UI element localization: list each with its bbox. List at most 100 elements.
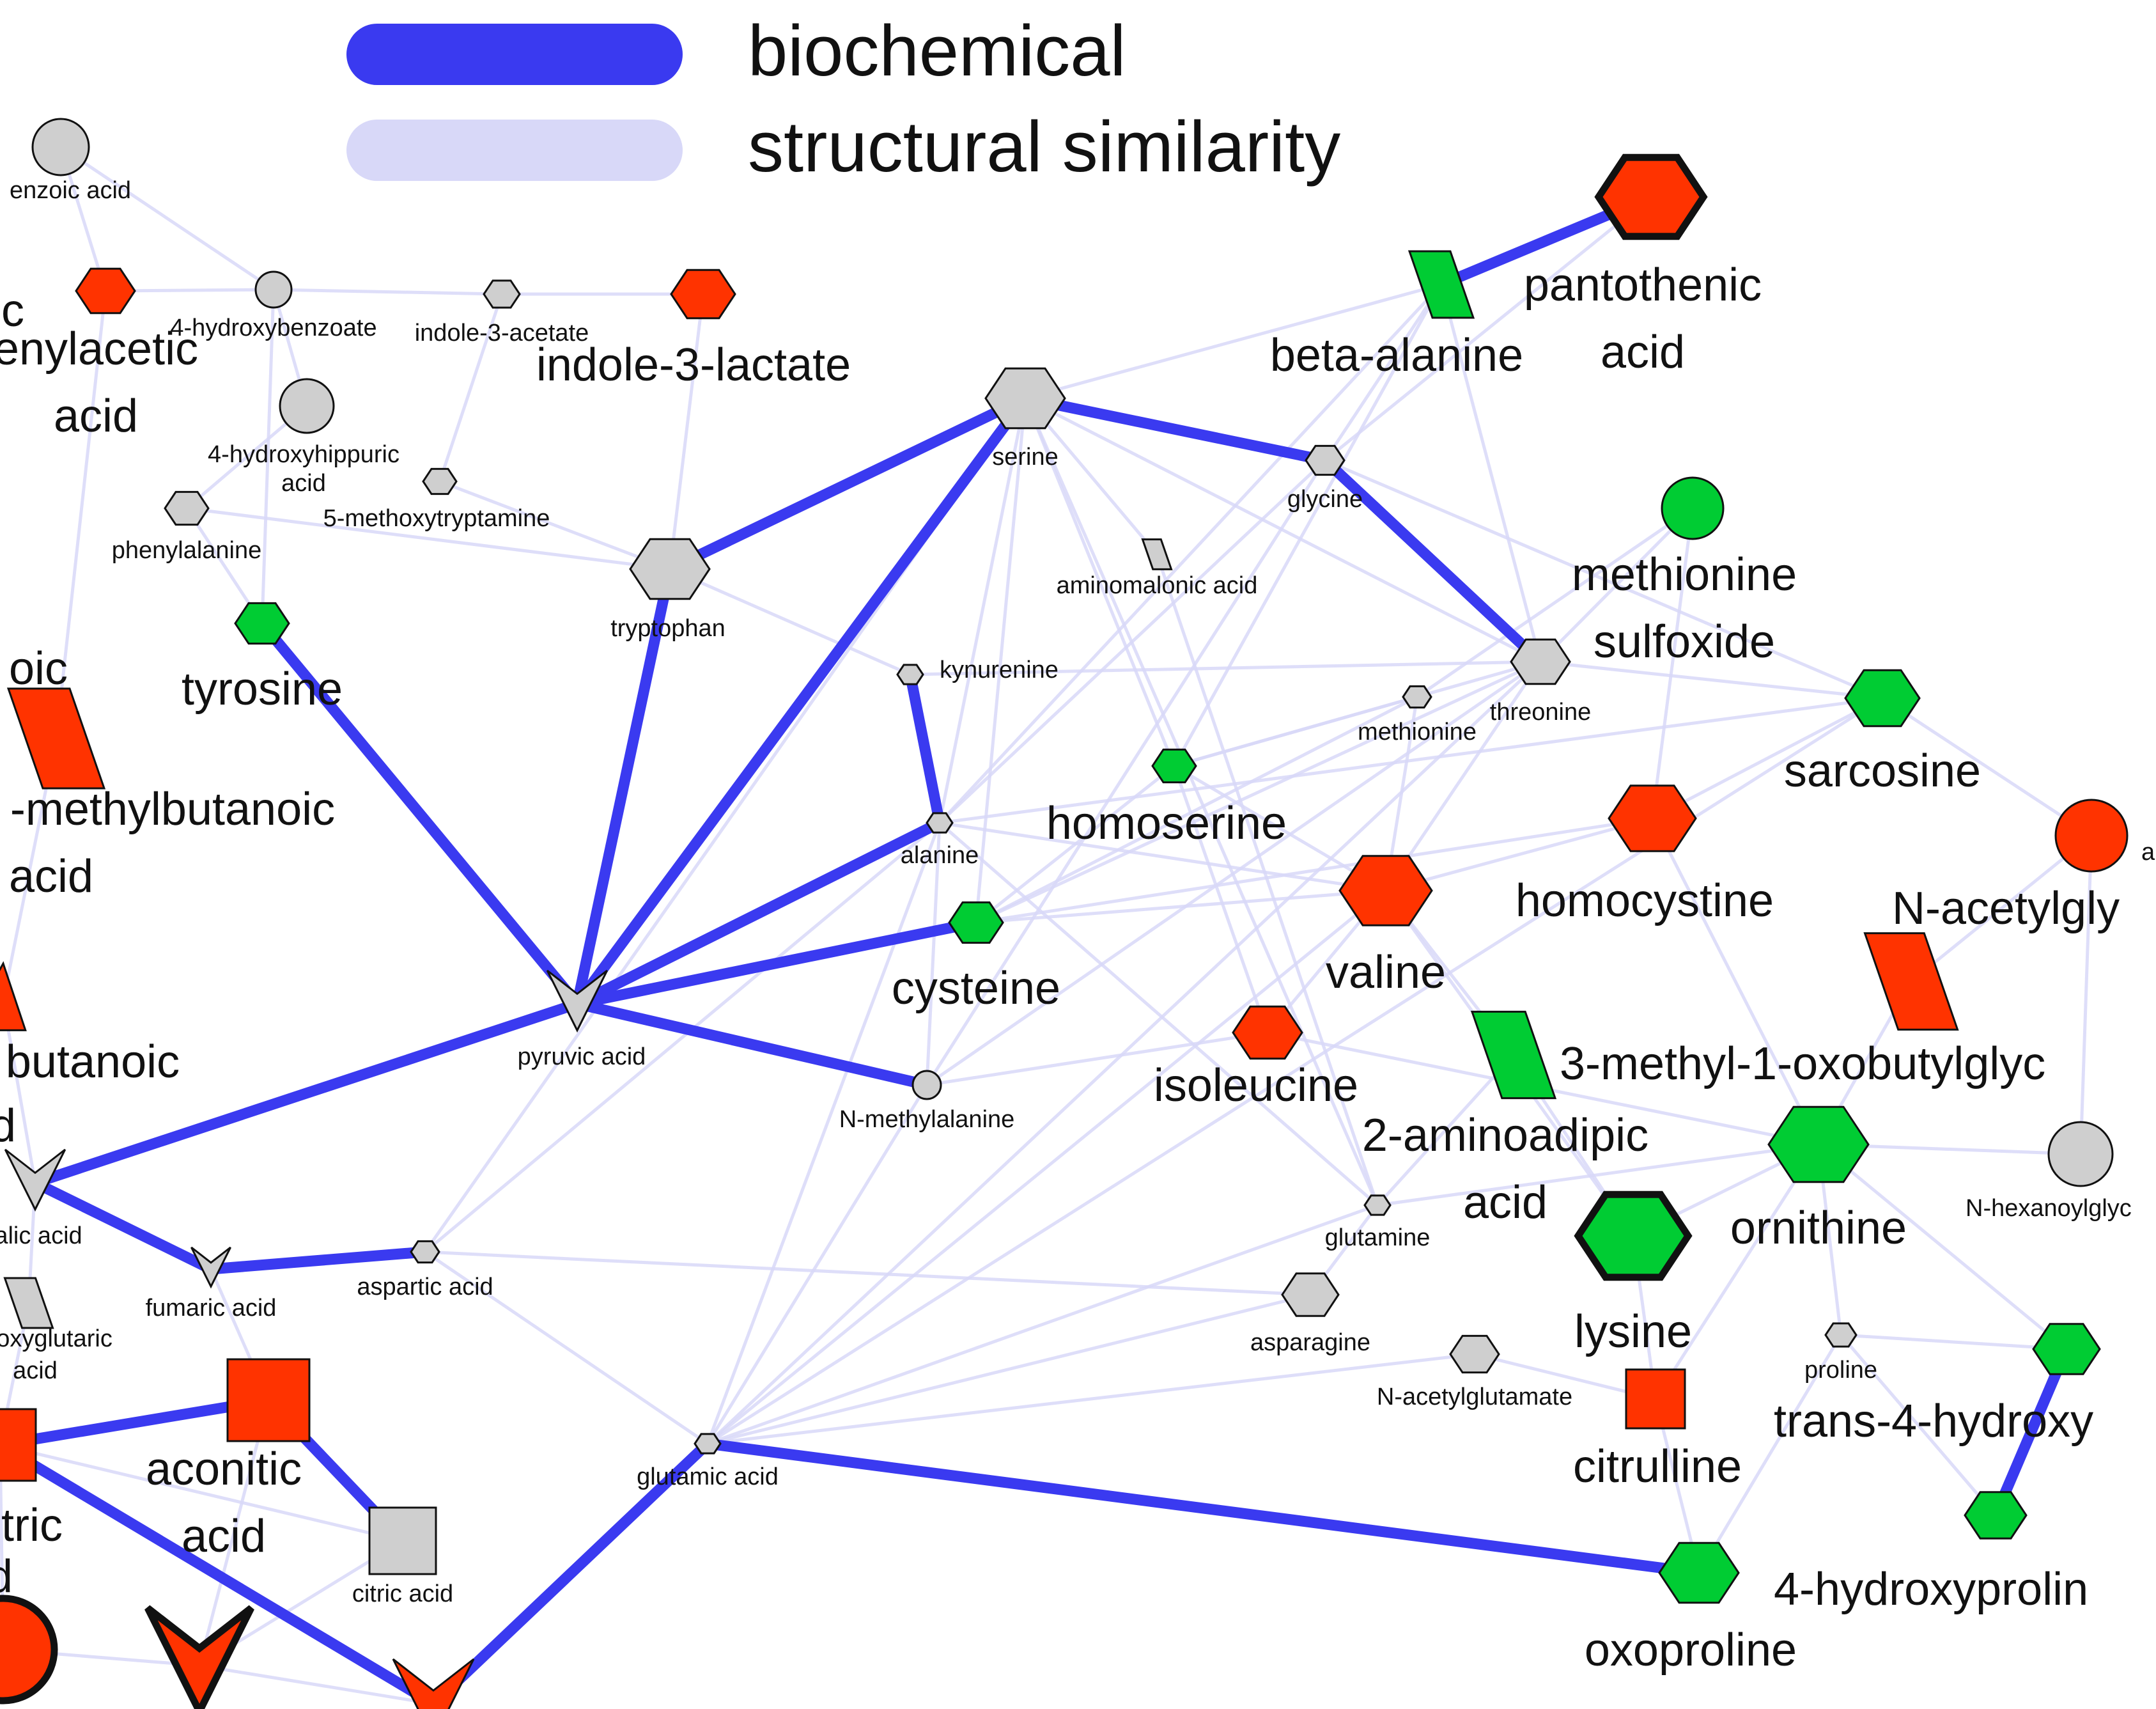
node-n-acetylglutamate [1449, 1334, 1500, 1374]
node-methionine-sulfoxide [1661, 476, 1725, 540]
label-trans-hydroxyproline: trans-4-hydroxy [1774, 1396, 2093, 1447]
structural-edge [1650, 817, 1820, 1146]
node-hydroxyproline [1964, 1491, 2028, 1540]
node-bottom-vee-1 [144, 1605, 254, 1709]
label-n-acetylglycine: N-acetylgly [1892, 883, 2120, 934]
label-aconitic-acid: acid [182, 1511, 266, 1562]
label-lysine: lysine [1574, 1306, 1692, 1357]
label-fumaric-acid: fumaric acid [146, 1295, 277, 1322]
biochemical-edge [1020, 393, 1331, 466]
label-phenylacetic-acid: enylacetic [0, 324, 198, 375]
structural-edge [438, 293, 504, 482]
biochemical-edge [664, 393, 1031, 575]
structural-edge [59, 145, 275, 292]
structural-edge [1651, 696, 1884, 820]
node-n-hexanoylglycine [2047, 1121, 2114, 1187]
structural-edge [939, 696, 1883, 825]
structural-edge [1155, 554, 1379, 1206]
node-kynurenine [896, 664, 924, 685]
label-tyrosine: tyrosine [182, 664, 343, 715]
legend-biochemical-label: biochemical [748, 11, 1126, 91]
label-methionine-sulfoxide: sulfoxide [1594, 616, 1775, 667]
label-methoxytryptamine: 5-methoxytryptamine [323, 505, 550, 532]
node-threonine [1510, 638, 1571, 685]
structural-edge [706, 822, 942, 1444]
structural-edge [54, 290, 107, 739]
label-methylbutanoic-acid: -methylbutanoic [10, 784, 335, 835]
label-hydroxyhippuric: acid [281, 470, 326, 497]
node-aminoadipic-acid [1470, 1010, 1557, 1100]
node-beta-alanine [1408, 250, 1475, 319]
structural-edge [1024, 396, 1542, 664]
structural-edge [1540, 660, 1883, 700]
label-n-acetylglutamate: N-acetylglutamate [1377, 1384, 1572, 1410]
structural-edge [706, 660, 1542, 1445]
biochemical-edge [256, 618, 583, 1010]
label-ornithine: ornithine [1730, 1203, 1907, 1254]
structural-edge [706, 1084, 929, 1445]
label-indole-acetate: indole-3-acetate [415, 320, 589, 347]
label-serine: serine [992, 444, 1059, 471]
structural-edge [668, 293, 705, 570]
node-pyruvic-acid [546, 969, 609, 1033]
label-hydroxyhippuric: 4-hydroxyhippuric [208, 441, 399, 468]
label-isocitric-acid: tric [1, 1500, 63, 1551]
label-beta-alanine: beta-alanine [1270, 330, 1523, 381]
structural-edge [975, 816, 1653, 925]
node-bottom-vee-2 [392, 1658, 475, 1709]
label-isoleucine: isoleucine [1154, 1060, 1358, 1111]
structural-edge [938, 398, 1027, 823]
node-trans-hydroxyproline [2032, 1323, 2101, 1375]
structural-edge [1881, 696, 2093, 838]
structural-edge [1910, 834, 2093, 983]
legend-structural-label: structural similarity [748, 107, 1340, 187]
structural-edge [1840, 1334, 1997, 1517]
label-citric-acid: citric acid [352, 1580, 453, 1607]
node-homocystine [1608, 784, 1697, 852]
node-pantothenic-acid [1594, 153, 1708, 240]
biochemical-edge [0, 1394, 274, 1451]
node-tryptophan [629, 538, 711, 600]
label-n-hexanoylglycine: N-hexanoylglyc [1966, 1195, 2132, 1222]
structural-edge [1385, 816, 1653, 893]
structural-edge [910, 660, 1541, 676]
structural-edge [273, 288, 502, 296]
node-oxobutylglycine [1863, 932, 1959, 1031]
node-oxoproline [1658, 1541, 1740, 1604]
label-aminoadipic-acid: 2-aminoadipic [1362, 1110, 1648, 1161]
structural-edge [926, 1031, 1268, 1087]
node-oxoglutaric-acid [3, 1277, 54, 1329]
label-methylbutanoic-acid: acid [9, 851, 93, 902]
structural-edge [1025, 283, 1442, 400]
structural-edge [1023, 398, 1176, 767]
structural-edge [1023, 397, 1379, 1206]
label-proline: proline [1804, 1357, 1877, 1384]
node-aconitic-acid [226, 1358, 311, 1442]
label-phenylacetic-acid: acid [54, 391, 138, 442]
biochemical-edge [29, 998, 583, 1189]
node-citric-acid [368, 1506, 437, 1575]
structural-edge [199, 1664, 434, 1706]
node-citrulline [1625, 1368, 1686, 1430]
node-methionine [1402, 685, 1432, 709]
structural-edge [707, 1293, 1311, 1446]
label-malic-acid: alic acid [0, 1222, 82, 1249]
label-methylbutanoic-acid: oic [9, 643, 68, 694]
label-valine: valine [1326, 947, 1446, 998]
label-pantothenic-acid: acid [1601, 327, 1685, 378]
node-lysine [1574, 1190, 1693, 1281]
biochemical-edge [571, 917, 982, 1010]
label-cysteine: cysteine [892, 963, 1060, 1014]
label-homocystine: homocystine [1516, 875, 1774, 926]
label-oxoglutaric-acid: acid [13, 1357, 58, 1384]
structural-edge [974, 398, 1027, 923]
structural-edge [424, 1250, 1311, 1297]
structural-edge [1697, 1334, 1843, 1574]
label-pyruvic-acid: pyruvic acid [518, 1043, 646, 1070]
node-methylbutanoic-acid [6, 687, 106, 790]
structural-edge [260, 289, 275, 624]
biochemical-edge [571, 817, 945, 1010]
biochemical-edge [428, 1438, 713, 1709]
node-isocitric-acid [0, 1408, 37, 1482]
node-aminomalonic-acid [1141, 538, 1173, 570]
